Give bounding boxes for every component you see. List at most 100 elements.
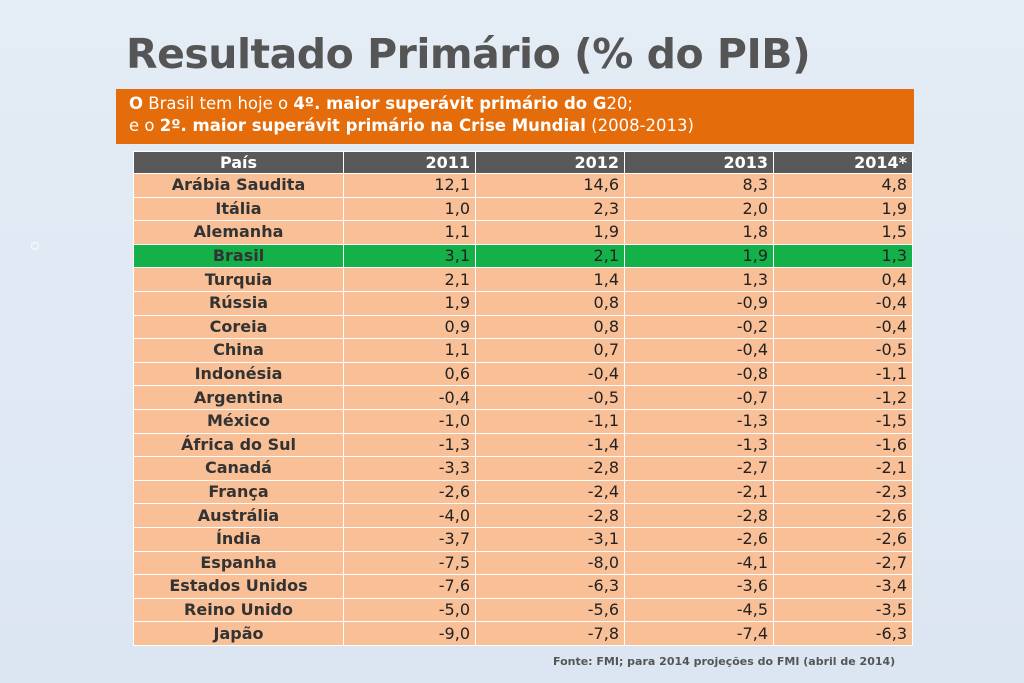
table-row: Alemanha 1,1 1,9 1,8 1,5	[133, 220, 913, 245]
country-cell: África do Sul	[133, 432, 344, 458]
value-cell: -2,3	[773, 479, 913, 505]
table-row: Espanha -7,5 -8,0 -4,1 -2,7	[133, 550, 913, 576]
banner-line-1: O Brasil tem hoje o 4º. maior superávit …	[129, 93, 914, 115]
column-header-country: País	[133, 151, 344, 174]
table-row: Japão -9,0 -7,8 -7,4 -6,3	[133, 621, 913, 646]
country-cell: Brasil	[133, 243, 344, 269]
value-cell: -0,8	[624, 361, 774, 387]
country-cell: Estados Unidos	[133, 574, 344, 599]
value-cell: -0,2	[624, 314, 774, 340]
table-body: Arábia Saudita 12,1 14,6 8,3 4,8 Itália 1,0 2,3…	[133, 173, 913, 646]
column-header-2012: 2012	[475, 151, 625, 174]
primary-result-table-container: País 2011 2012 2013 2014* Arábia Saudita…	[133, 151, 913, 646]
value-cell: -1,3	[624, 408, 774, 434]
country-cell: Alemanha	[133, 220, 344, 245]
country-cell: Espanha	[133, 550, 344, 576]
value-cell: 14,6	[475, 173, 625, 198]
country-cell: Canadá	[133, 456, 344, 481]
table-row: Rússia 1,9 0,8 -0,9 -0,4	[133, 290, 913, 316]
table-row: Itália 1,0 2,3 2,0 1,9	[133, 196, 913, 222]
value-cell: -2,4	[475, 479, 625, 505]
table-row: Brasil 3,1 2,1 1,9 1,3	[133, 243, 913, 269]
table-row: Turquia 2,1 1,4 1,3 0,4	[133, 267, 913, 292]
value-cell: -2,6	[624, 526, 774, 552]
banner-text-segment: O	[129, 94, 144, 113]
value-cell: 2,1	[475, 243, 625, 269]
value-cell: -4,1	[624, 550, 774, 576]
value-cell: -7,6	[343, 574, 476, 599]
primary-result-table: País 2011 2012 2013 2014* Arábia Saudita…	[133, 151, 913, 646]
source-note: Fonte: FMI; para 2014 projeções do FMI (…	[553, 655, 896, 668]
value-cell: -2,6	[773, 503, 913, 528]
banner-text-segment: (2008-2013)	[585, 116, 694, 135]
table-row: Arábia Saudita 12,1 14,6 8,3 4,8	[133, 173, 913, 198]
table-row: Argentina -0,4 -0,5 -0,7 -1,2	[133, 385, 913, 410]
value-cell: -2,7	[624, 456, 774, 481]
summary-banner: O Brasil tem hoje o 4º. maior superávit …	[116, 89, 914, 144]
country-cell: Reino Unido	[133, 597, 344, 623]
value-cell: -7,5	[343, 550, 476, 576]
value-cell: 12,1	[343, 173, 476, 198]
table-row: Índia -3,7 -3,1 -2,6 -2,6	[133, 526, 913, 552]
country-cell: Argentina	[133, 385, 344, 410]
value-cell: 0,9	[343, 314, 476, 340]
value-cell: -1,5	[773, 408, 913, 434]
country-cell: Turquia	[133, 267, 344, 292]
country-cell: China	[133, 338, 344, 363]
value-cell: -4,5	[624, 597, 774, 623]
value-cell: 8,3	[624, 173, 774, 198]
column-header-2014: 2014*	[773, 151, 913, 174]
table-row: Austrália -4,0 -2,8 -2,8 -2,6	[133, 503, 913, 528]
value-cell: -1,6	[773, 432, 913, 458]
country-cell: Japão	[133, 621, 344, 646]
value-cell: -9,0	[343, 621, 476, 646]
value-cell: -4,0	[343, 503, 476, 528]
value-cell: 1,3	[773, 243, 913, 269]
value-cell: -1,1	[475, 408, 625, 434]
country-cell: Austrália	[133, 503, 344, 528]
value-cell: -3,1	[475, 526, 625, 552]
value-cell: -3,7	[343, 526, 476, 552]
country-cell: Rússia	[133, 290, 344, 316]
value-cell: 0,8	[475, 314, 625, 340]
value-cell: -0,5	[475, 385, 625, 410]
value-cell: 2,1	[343, 267, 476, 292]
value-cell: -5,6	[475, 597, 625, 623]
value-cell: -1,3	[343, 432, 476, 458]
country-cell: França	[133, 479, 344, 505]
value-cell: -6,3	[773, 621, 913, 646]
value-cell: -2,8	[624, 503, 774, 528]
value-cell: -5,0	[343, 597, 476, 623]
value-cell: 1,4	[475, 267, 625, 292]
table-row: África do Sul -1,3 -1,4 -1,3 -1,6	[133, 432, 913, 458]
value-cell: -2,1	[773, 456, 913, 481]
value-cell: -0,4	[773, 314, 913, 340]
value-cell: -1,3	[624, 432, 774, 458]
table-row: Indonésia 0,6 -0,4 -0,8 -1,1	[133, 361, 913, 387]
value-cell: 1,9	[343, 290, 476, 316]
value-cell: -7,4	[624, 621, 774, 646]
table-header-row: País 2011 2012 2013 2014*	[133, 151, 913, 174]
value-cell: -3,5	[773, 597, 913, 623]
banner-text-segment: 2º. maior superávit primário na Crise Mu…	[159, 116, 586, 135]
value-cell: 1,8	[624, 220, 774, 245]
value-cell: -1,1	[773, 361, 913, 387]
value-cell: -1,4	[475, 432, 625, 458]
value-cell: 0,6	[343, 361, 476, 387]
value-cell: 1,0	[343, 196, 476, 222]
value-cell: -2,8	[475, 456, 625, 481]
value-cell: 1,9	[624, 243, 774, 269]
banner-text-segment: Brasil tem hoje o	[143, 94, 294, 113]
value-cell: -2,6	[343, 479, 476, 505]
value-cell: -0,9	[624, 290, 774, 316]
table-row: Reino Unido -5,0 -5,6 -4,5 -3,5	[133, 597, 913, 623]
value-cell: 0,7	[475, 338, 625, 363]
country-cell: Coreia	[133, 314, 344, 340]
value-cell: -1,2	[773, 385, 913, 410]
country-cell: Índia	[133, 526, 344, 552]
value-cell: -0,4	[343, 385, 476, 410]
slide-marker-dot	[31, 242, 39, 250]
value-cell: 1,3	[624, 267, 774, 292]
value-cell: -3,3	[343, 456, 476, 481]
value-cell: 1,1	[343, 220, 476, 245]
